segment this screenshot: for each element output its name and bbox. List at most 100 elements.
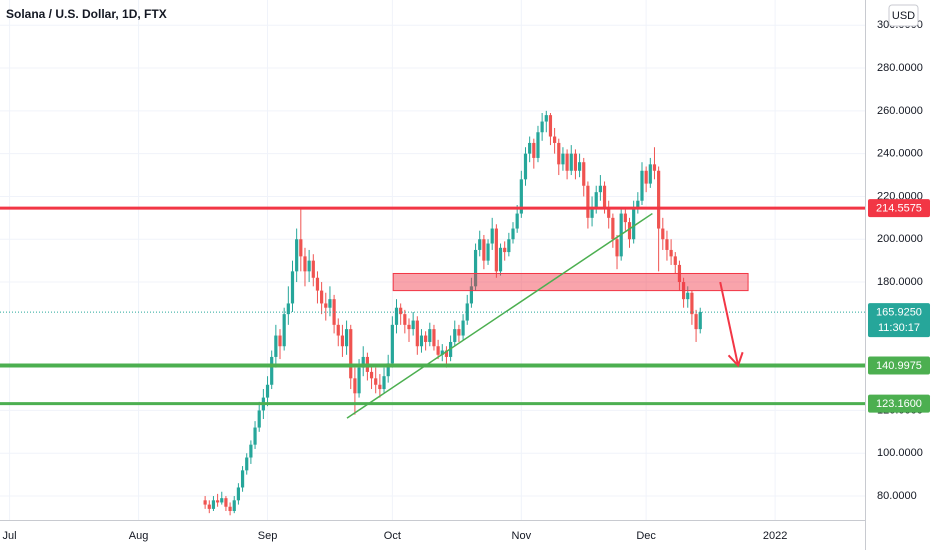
x-tick-label: Jul: [3, 530, 17, 542]
candle-body: [282, 314, 286, 347]
currency[interactable]: USD: [892, 10, 915, 22]
candle-body: [690, 292, 694, 315]
candle-body: [657, 170, 661, 229]
candle-body: [611, 217, 615, 240]
candle-body: [661, 228, 665, 240]
candle-body: [274, 335, 278, 357]
candle-body: [394, 307, 399, 325]
candle-body: [253, 427, 257, 445]
candle-body: [519, 179, 523, 214]
candle-body: [465, 303, 469, 321]
candle-body: [511, 228, 515, 240]
candle-body: [669, 249, 673, 257]
candle-body: [453, 329, 457, 342]
candle-body: [232, 500, 236, 512]
candle-body: [594, 192, 598, 208]
candle-body: [299, 239, 303, 257]
candle-body: [286, 303, 290, 315]
chart-title: Solana / U.S. Dollar, 1D, FTX: [6, 7, 167, 21]
price-label: 214.5575: [876, 202, 922, 214]
candle-body: [411, 320, 415, 330]
candle-body: [278, 335, 282, 347]
candle-body: [307, 260, 311, 272]
x-tick-label: Dec: [636, 530, 656, 542]
candle-body: [369, 371, 374, 379]
candle-body: [336, 324, 340, 336]
candle-body: [532, 142, 536, 158]
x-tick-label: Sep: [258, 530, 278, 542]
price-label: 123.1600: [876, 398, 922, 410]
y-tick-label: 80.0000: [877, 490, 917, 502]
axis-corner: [866, 521, 932, 550]
arrow-shaft: [719, 281, 740, 366]
candle-body: [270, 356, 274, 385]
candle-body: [627, 222, 632, 240]
candle-body: [565, 153, 569, 171]
candle-body: [615, 239, 619, 257]
candle-body: [311, 260, 315, 278]
candle-body: [249, 444, 253, 458]
grid: [0, 0, 865, 520]
candle-body: [586, 185, 590, 218]
candle-body: [320, 290, 324, 304]
candle-body: [315, 277, 320, 291]
candle-body: [607, 207, 611, 218]
candle-body: [399, 307, 403, 315]
y-tick-label: 100.0000: [877, 447, 923, 459]
x-tick-label: 2022: [763, 530, 787, 542]
candle-body: [557, 142, 561, 165]
candle-body: [324, 303, 328, 308]
y-tick-label: 280.0000: [877, 62, 923, 74]
candle-body: [507, 239, 511, 253]
candle-body: [415, 320, 419, 347]
candle-body: [407, 324, 411, 330]
candle-body: [548, 115, 553, 137]
candle-body: [652, 164, 657, 171]
candle-body: [432, 329, 436, 347]
candle-body: [478, 239, 482, 250]
candle-body: [374, 378, 378, 385]
candle-body: [528, 142, 532, 154]
candle-body: [636, 200, 640, 208]
candle-body: [240, 470, 245, 488]
candle-body: [536, 132, 540, 158]
candle-body: [332, 299, 336, 325]
candle-body: [544, 115, 548, 122]
arrow-head: [727, 351, 744, 368]
candle-body: [598, 185, 602, 193]
candle-body: [686, 292, 690, 300]
currency-box[interactable]: [888, 4, 919, 27]
candle-body: [515, 213, 519, 229]
candle-body: [461, 320, 465, 336]
candle-body: [436, 346, 440, 355]
candle-body: [290, 271, 295, 304]
price-label-box: [868, 199, 930, 218]
candle-body: [569, 153, 573, 171]
axes: 80.0000100.0000120.0000180.0000200.00002…: [3, 19, 930, 542]
candle-body: [673, 256, 677, 265]
candle-body: [490, 228, 494, 244]
candle-body: [424, 335, 428, 342]
resistance-zone: [392, 272, 749, 292]
candle-body: [698, 312, 702, 330]
candle-body: [469, 286, 474, 304]
candle-body: [303, 256, 307, 272]
candle-body: [344, 329, 349, 347]
candle-body: [245, 457, 249, 471]
candle-body: [265, 384, 270, 398]
price-label: 140.9975: [876, 360, 922, 372]
candle-body: [428, 329, 432, 342]
candle-body: [220, 498, 224, 503]
candle-body: [203, 500, 207, 505]
x-tick-label: Oct: [384, 530, 401, 542]
candle-body: [403, 314, 407, 325]
candle-body: [295, 239, 299, 272]
candle-body: [523, 153, 528, 180]
x-tick-label: Aug: [129, 530, 149, 542]
candle-body: [573, 153, 578, 171]
candle-body: [602, 185, 607, 208]
candle-body: [540, 121, 544, 133]
candle-body: [444, 350, 449, 357]
